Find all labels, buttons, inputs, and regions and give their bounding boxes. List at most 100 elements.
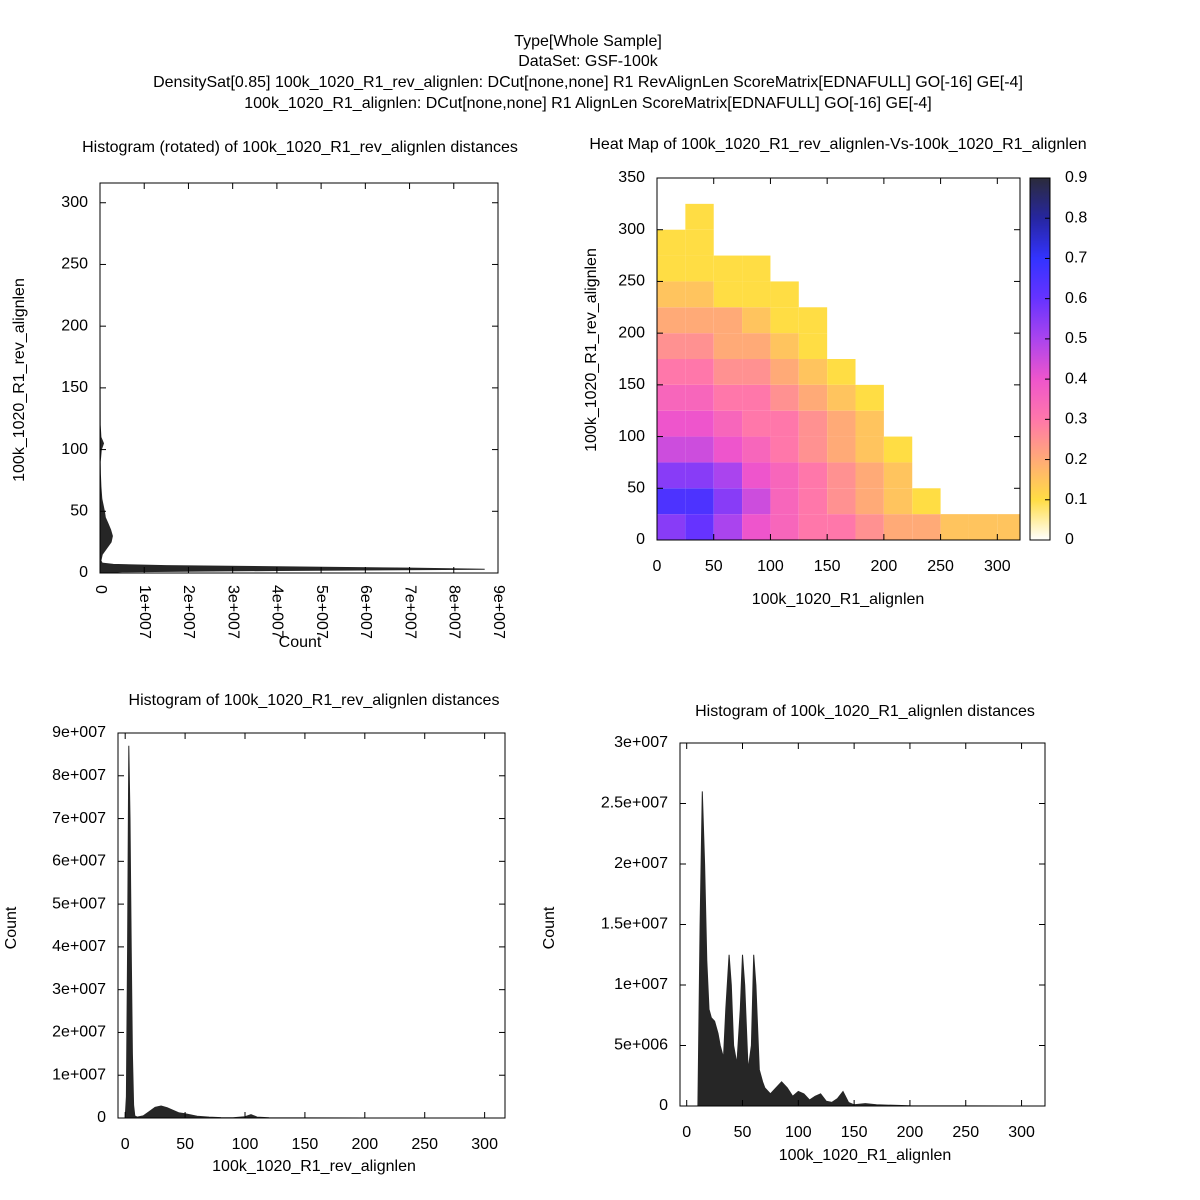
colorbar-tick-label: 0.4: [1065, 370, 1087, 387]
heatmap-cell: [685, 281, 714, 308]
heatmap-cell: [855, 410, 884, 437]
heatmap-cell: [685, 384, 714, 411]
y-tick-label: 200: [61, 317, 88, 334]
colorbar-tick-label: 0.5: [1065, 330, 1087, 347]
heatmap-cell: [827, 384, 856, 411]
heatmap-cell: [685, 514, 714, 540]
heatmap-cell: [798, 410, 828, 437]
x-axis-label: Count: [279, 634, 322, 651]
heatmap-cell: [827, 462, 856, 489]
y-tick-label: 0: [79, 564, 88, 581]
y-tick-label: 0: [659, 1097, 668, 1114]
heatmap-cell: [798, 307, 828, 334]
colorbar-tick-label: 0.6: [1065, 290, 1087, 307]
y-tick-label: 5e+006: [614, 1037, 668, 1054]
x-tick-label: 9e+007: [490, 585, 507, 639]
heatmap-cell: [742, 333, 771, 359]
heatmap-cell: [657, 384, 686, 411]
heatmap-cell: [855, 488, 884, 515]
plot-area: [124, 745, 485, 1118]
x-tick-label: 3e+007: [224, 585, 241, 639]
chart: 0 50 100 150 200 250 300 0 1e+007 2e+007 3e+007 4e+…: [3, 692, 506, 1175]
heatmap-cell: [657, 255, 686, 282]
histogram-area: [124, 745, 485, 1118]
figure-title: DensitySat[0.85] 100k_1020_R1_rev_alignl…: [153, 74, 1023, 91]
x-tick-label: 150: [292, 1136, 319, 1153]
colorbar: [1029, 177, 1051, 541]
heatmap-cell: [770, 384, 799, 411]
heatmap-cell: [742, 359, 771, 385]
y-tick-label: 150: [61, 379, 88, 396]
x-axis-label: 100k_1020_R1_alignlen: [752, 591, 925, 608]
y-tick-label: 5e+007: [52, 895, 106, 912]
y-tick-label: 250: [618, 273, 645, 290]
colorbar-tick-label: 0.3: [1065, 411, 1087, 428]
x-tick-label: 250: [927, 558, 954, 575]
heatmap-cell: [770, 514, 799, 540]
heatmap-cell: [713, 462, 743, 489]
heatmap-cell: [685, 307, 714, 334]
chart-title: Histogram of 100k_1020_R1_rev_alignlen d…: [129, 692, 500, 709]
figure-title: DataSet: GSF-100k: [518, 53, 659, 70]
chart: 0 1e+007 2e+007 3e+007 4e+007 5e+007 6e+007 7e+…: [11, 139, 518, 651]
colorbar-tick-label: 0.1: [1065, 491, 1087, 508]
heatmap-cell: [685, 462, 714, 489]
figure-title: Type[Whole Sample]: [514, 33, 662, 50]
heatmap-cell: [713, 359, 743, 385]
histogram-area: [100, 202, 485, 573]
heatmap-cell: [997, 514, 1020, 540]
heatmap-cell: [657, 359, 686, 385]
heatmap-cell: [742, 307, 771, 334]
heatmap-cell: [827, 488, 856, 515]
heatmap-cell: [968, 514, 998, 540]
figure-title: 100k_1020_R1_alignlen: DCut[none,none] R…: [244, 95, 932, 112]
heatmap-cell: [742, 462, 771, 489]
heatmap-cell: [713, 307, 743, 334]
x-tick-label: 300: [1008, 1124, 1035, 1141]
x-tick-label: 250: [952, 1124, 979, 1141]
heatmap-cell: [798, 488, 828, 515]
heatmap-cell: [742, 436, 771, 463]
x-tick-label: 150: [841, 1124, 868, 1141]
y-tick-label: 150: [618, 376, 645, 393]
heatmap-cell: [713, 333, 743, 359]
heatmap-cell: [770, 410, 799, 437]
colorbar-tick-label: 0: [1065, 531, 1074, 548]
heatmap-cell: [798, 462, 828, 489]
y-tick-label: 100: [61, 441, 88, 458]
chart-title: Histogram (rotated) of 100k_1020_R1_rev_…: [82, 139, 518, 156]
heatmap-cell: [770, 462, 799, 489]
heatmap-cell: [657, 462, 686, 489]
x-tick-label: 100: [785, 1124, 812, 1141]
x-tick-label: 200: [897, 1124, 924, 1141]
heatmap-cell: [883, 462, 913, 489]
y-tick-label: 2e+007: [52, 1024, 106, 1041]
heatmap-cell: [742, 514, 771, 540]
heatmap-cell: [770, 436, 799, 463]
x-tick-label: 2e+007: [180, 585, 197, 639]
chart: 0 50 100 150 200 250 300 0 5e+006 1e+007 1.5e+007 2…: [541, 703, 1046, 1164]
x-tick-label: 50: [734, 1124, 752, 1141]
heatmap-cell: [742, 384, 771, 411]
x-tick-label: 0: [92, 585, 109, 594]
heatmap-cell: [713, 410, 743, 437]
x-tick-label: 50: [705, 558, 723, 575]
heatmap-cell: [685, 410, 714, 437]
histogram-area: [697, 791, 1022, 1106]
heatmap-cell: [657, 307, 686, 334]
heatmap-cell: [713, 514, 743, 540]
heatmap-cell: [770, 307, 799, 334]
heatmap-cell: [657, 410, 686, 437]
heatmap-cell: [713, 281, 743, 308]
heatmap-cell: [770, 281, 799, 308]
chart: 0 0.1 0.2 0.3 0.4 0.5 0.6 0.7 0.8 0.9 0 50 100 150 200…: [583, 136, 1087, 608]
x-tick-label: 50: [176, 1136, 194, 1153]
heatmap-cell: [912, 488, 941, 515]
heatmap-cell: [798, 436, 828, 463]
y-tick-label: 4e+007: [52, 938, 106, 955]
heatmap-cell: [827, 436, 856, 463]
y-tick-label: 1e+007: [614, 976, 668, 993]
y-tick-label: 350: [618, 169, 645, 186]
